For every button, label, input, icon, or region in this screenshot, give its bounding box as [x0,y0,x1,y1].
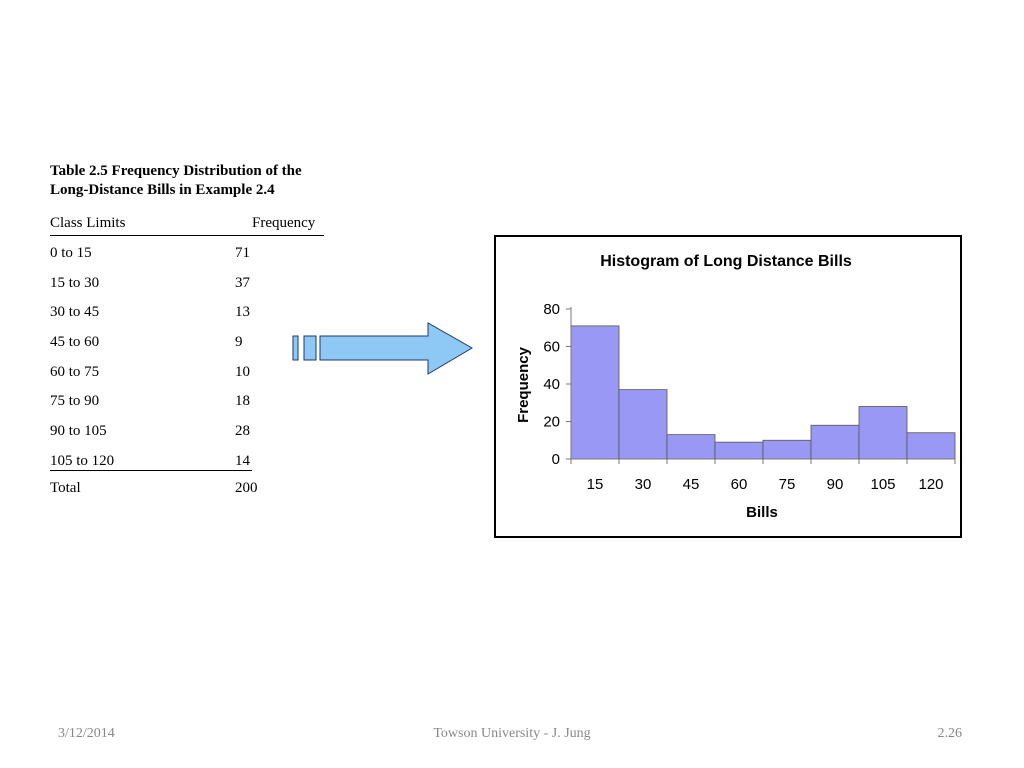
table-row: 60 to 75 10 [50,355,340,385]
histogram-bar [570,325,620,460]
footer-center: Towson University - J. Jung [433,726,591,741]
table-title: Table 2.5 Frequency Distribution of the … [50,162,340,200]
x-tick-label: 15 [587,476,604,493]
class-frequency: 13 [235,304,250,321]
x-tick-label: 120 [918,476,943,493]
header-frequency: Frequency [252,215,316,231]
table-row: 90 to 105 28 [50,414,340,444]
y-tick-label: 60 [543,339,560,356]
class-range: 0 to 15 [50,245,92,261]
chart-title: Histogram of Long Distance Bills [600,253,852,270]
table-header-row: Class Limits Frequency [50,215,324,236]
class-frequency: 37 [235,274,250,291]
right-arrow-icon [292,322,473,375]
table-title-line1: Table 2.5 Frequency Distribution of the [50,163,302,179]
histogram-svg: Histogram of Long Distance Bills Bills F… [515,253,956,521]
class-range: 30 to 45 [50,304,100,321]
table-row: 15 to 30 37 [50,266,340,296]
x-tick-label: 60 [731,476,748,493]
x-tick-label: 75 [779,476,796,493]
class-frequency: 71 [235,245,250,261]
y-tick-label: 20 [543,414,560,431]
y-tick-label: 40 [543,376,560,393]
histogram-bar [906,432,956,460]
y-tick-label: 0 [552,451,560,468]
class-frequency: 18 [235,393,250,410]
y-tick-label: 80 [543,301,560,318]
table-row: 30 to 45 13 [50,295,340,325]
histogram-bar [810,424,860,460]
table-row: 105 to 120 14 [50,444,252,471]
histogram-bar [666,434,716,460]
x-tick-label: 45 [683,476,700,493]
total-label: Total [50,479,81,496]
class-range: 60 to 75 [50,363,100,380]
table-title-line2: Long-Distance Bills in Example 2.4 [50,182,275,198]
y-axis-label: Frequency [515,346,532,423]
class-frequency: 9 [235,334,243,351]
histogram-bar [618,389,668,460]
class-frequency: 14 [235,452,250,469]
histogram-bar [858,406,908,460]
class-frequency: 10 [235,363,250,380]
class-range: 90 to 105 [50,423,107,440]
total-value: 200 [235,479,258,496]
table-row: 75 to 90 18 [50,384,340,414]
table-body: 0 to 15 71 15 to 30 37 30 to 45 13 45 to 60 9 60… [50,236,340,471]
histogram-chart: Histogram of Long Distance Bills Bills F… [494,235,962,538]
footer-page-number: 2.26 [937,726,963,741]
x-tick-label: 105 [870,476,895,493]
class-range: 15 to 30 [50,274,100,291]
table-total-row: Total 200 [50,471,340,501]
class-range: 45 to 60 [50,334,100,351]
table-row: 45 to 60 9 [50,325,340,355]
table-row: 0 to 15 71 [50,236,340,266]
frequency-table: Table 2.5 Frequency Distribution of the … [50,162,340,501]
class-frequency: 28 [235,423,250,440]
chart-marks: 0 20 40 60 80 15 30 45 60 75 90 105 120 [543,301,956,493]
header-class-limits: Class Limits [50,215,126,231]
footer-date: 3/12/2014 [58,726,115,741]
x-tick-label: 30 [635,476,652,493]
x-tick-label: 90 [827,476,844,493]
histogram-bar [714,441,764,460]
class-range: 105 to 120 [50,452,115,469]
x-axis-label: Bills [746,504,778,521]
class-range: 75 to 90 [50,393,100,410]
histogram-bar [762,439,812,460]
